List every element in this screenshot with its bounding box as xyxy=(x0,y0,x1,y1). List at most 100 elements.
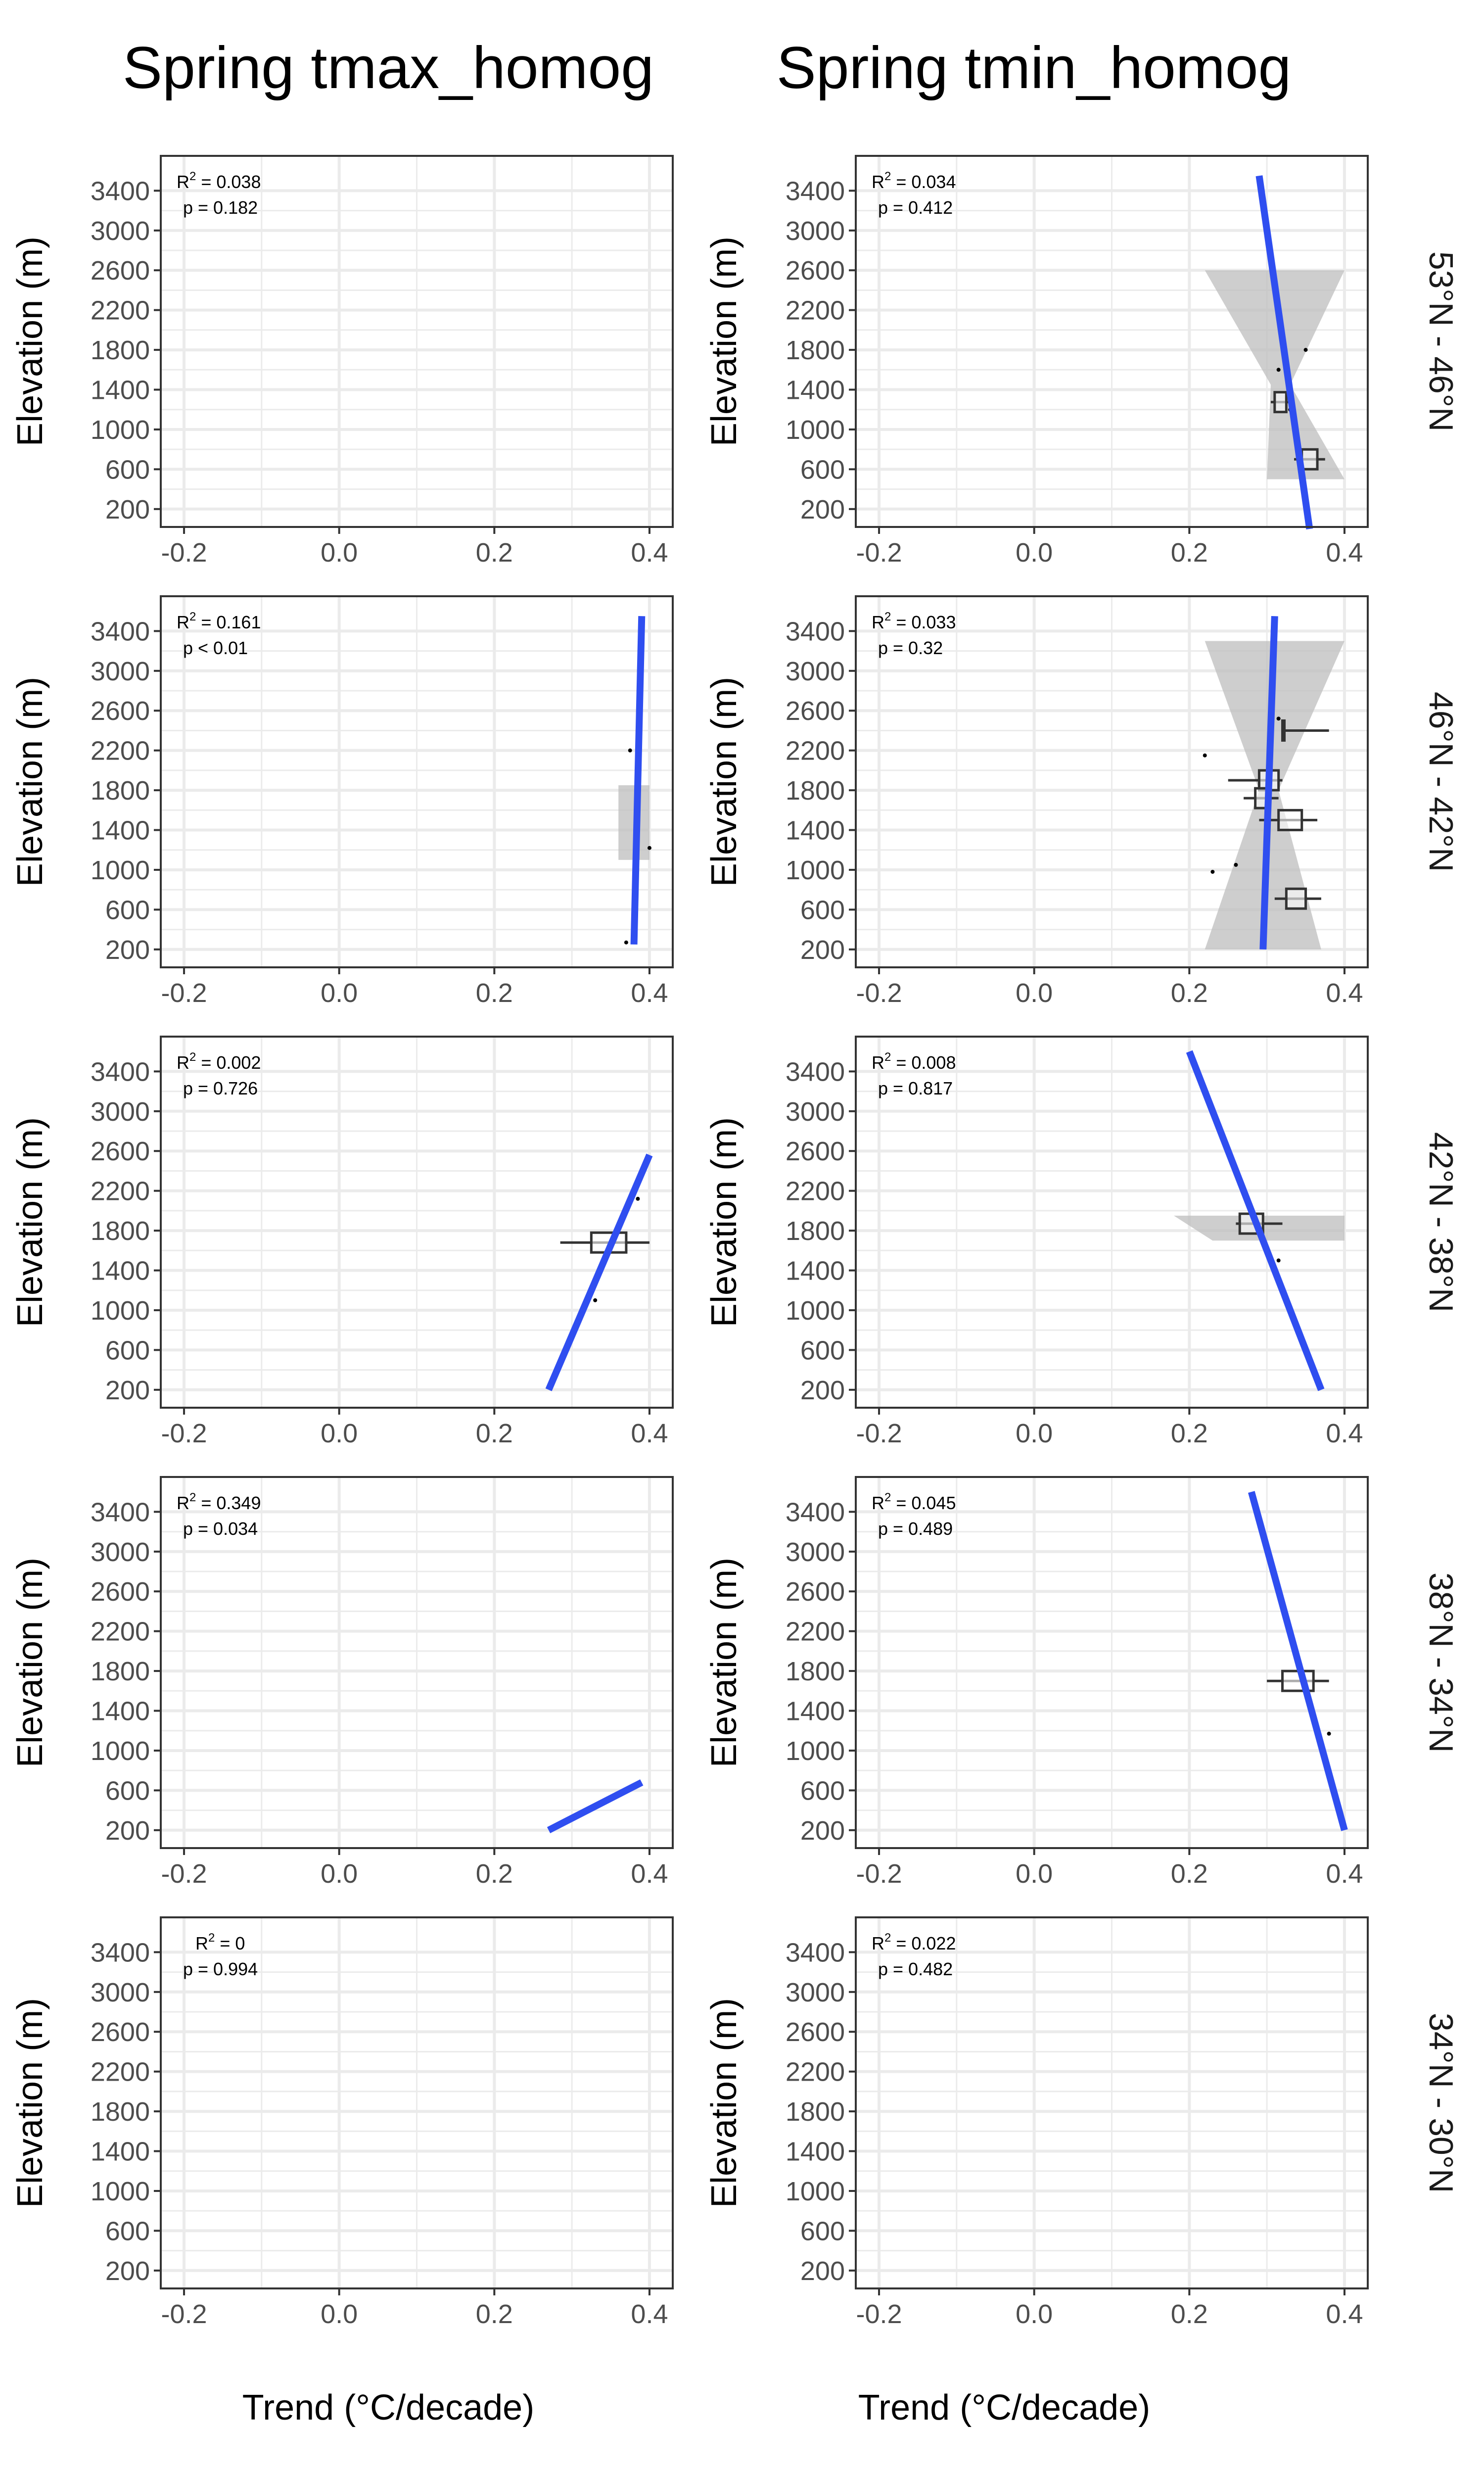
x-tick-label: 0.4 xyxy=(631,1859,668,1889)
r-squared-label: R2 = 0.033 xyxy=(872,610,956,632)
x-tick-label: 0.0 xyxy=(1016,978,1053,1008)
x-tick-label: 0.0 xyxy=(321,538,358,568)
y-tick-label: 200 xyxy=(800,1376,845,1405)
y-tick-label: 1000 xyxy=(786,856,845,885)
r-squared-label: R2 = 0.022 xyxy=(872,1931,956,1953)
y-tick-label: 1400 xyxy=(91,1697,150,1726)
y-tick-label: 2200 xyxy=(786,2057,845,2087)
y-tick-label: 2200 xyxy=(786,1617,845,1647)
x-tick-label: 0.2 xyxy=(476,2299,513,2329)
y-tick-label: 2600 xyxy=(786,2017,845,2047)
x-tick-label: 0.2 xyxy=(476,1859,513,1889)
data-point xyxy=(593,1298,598,1302)
panel-border xyxy=(160,1916,674,2289)
panel-grid: R2 = 0.038 p = 0.182 200 600 1000 1400 1800 220… xyxy=(10,155,1460,2329)
p-value-label: p = 0.182 xyxy=(183,197,258,218)
regression-line xyxy=(1259,616,1278,950)
y-tick-label: 1400 xyxy=(91,1256,150,1286)
x-tick-label: 0.4 xyxy=(631,2299,668,2329)
y-tick-label: 1400 xyxy=(786,816,845,846)
r-squared-label: R2 = 0.034 xyxy=(872,170,956,192)
x-tick-label: 0.2 xyxy=(1171,978,1208,1008)
x-tick-label: 0.0 xyxy=(1016,538,1053,568)
y-axis-label: Elevation (m) xyxy=(704,1558,744,1767)
y-tick-label: 3400 xyxy=(786,1497,845,1527)
y-tick-label: 600 xyxy=(105,1335,150,1365)
panel-3-0: R2 = 0.349 p = 0.034 200 600 1000 1400 1800 220… xyxy=(10,1476,674,1889)
p-value-label: p = 0.994 xyxy=(183,1959,258,1979)
y-tick-label: 600 xyxy=(105,1776,150,1806)
y-tick-label: 1800 xyxy=(91,335,150,365)
y-tick-label: 2200 xyxy=(91,736,150,766)
p-value-label: p = 0.034 xyxy=(183,1519,258,1539)
p-value-label: p < 0.01 xyxy=(183,638,248,658)
y-tick-label: 3400 xyxy=(786,617,845,646)
y-tick-label: 3400 xyxy=(91,176,150,206)
y-tick-label: 3000 xyxy=(91,216,150,246)
panel-border xyxy=(855,595,1369,968)
y-tick-label: 200 xyxy=(105,1816,150,1846)
x-tick-label: -0.2 xyxy=(161,978,207,1008)
column-title-tmin: Spring tmin_homog xyxy=(777,35,1292,101)
y-tick-label: 3000 xyxy=(786,657,845,686)
y-tick-label: 1000 xyxy=(786,1736,845,1766)
y-tick-label: 1800 xyxy=(91,2097,150,2127)
y-tick-label: 2200 xyxy=(91,2057,150,2087)
y-tick-label: 200 xyxy=(105,2256,150,2286)
panel-border xyxy=(855,1916,1369,2289)
y-tick-label: 3400 xyxy=(91,1057,150,1087)
data-point xyxy=(1210,869,1215,874)
y-tick-label: 3000 xyxy=(91,1097,150,1127)
confidence-band xyxy=(1205,270,1345,479)
y-axis-label: Elevation (m) xyxy=(10,1998,50,2208)
panel-2-1: R2 = 0.008 p = 0.817 200 600 1000 1400 1800 220… xyxy=(704,1036,1460,1448)
panel-4-1: R2 = 0.022 p = 0.482 200 600 1000 1400 1800 220… xyxy=(704,1916,1460,2329)
y-tick-label: 1800 xyxy=(786,1216,845,1246)
p-value-label: p = 0.32 xyxy=(878,638,943,658)
y-axis-label: Elevation (m) xyxy=(704,237,744,446)
y-tick-label: 1400 xyxy=(91,376,150,405)
y-tick-label: 3000 xyxy=(786,1978,845,2007)
y-tick-label: 2200 xyxy=(786,736,845,766)
box xyxy=(1300,448,1319,471)
x-tick-label: 0.0 xyxy=(321,1859,358,1889)
latitude-strip-label: 53°N - 46°N xyxy=(1422,251,1460,431)
x-tick-label: 0.0 xyxy=(321,2299,358,2329)
regression-line xyxy=(545,1153,653,1391)
y-tick-label: 1000 xyxy=(91,2177,150,2206)
y-tick-label: 1800 xyxy=(786,776,845,806)
latitude-strip-label: 38°N - 34°N xyxy=(1422,1572,1460,1753)
y-tick-label: 1800 xyxy=(786,2097,845,2127)
x-tick-label: -0.2 xyxy=(856,1419,902,1448)
y-tick-label: 2200 xyxy=(786,296,845,326)
y-tick-label: 3000 xyxy=(91,1978,150,2007)
y-axis-label: Elevation (m) xyxy=(10,1558,50,1767)
y-tick-label: 1400 xyxy=(786,1697,845,1726)
p-value-label: p = 0.817 xyxy=(878,1078,953,1098)
y-axis-label: Elevation (m) xyxy=(10,237,50,446)
regression-line xyxy=(547,1779,644,1834)
regression-line xyxy=(1248,1491,1348,1831)
y-tick-label: 1400 xyxy=(91,816,150,846)
x-tick-label: 0.2 xyxy=(476,538,513,568)
x-tick-label: 0.0 xyxy=(1016,2299,1053,2329)
y-tick-label: 2200 xyxy=(91,1617,150,1647)
y-axis-label: Elevation (m) xyxy=(10,1117,50,1327)
y-tick-label: 2600 xyxy=(786,1577,845,1607)
y-tick-label: 1400 xyxy=(91,2137,150,2167)
y-tick-label: 200 xyxy=(800,935,845,965)
y-tick-label: 1800 xyxy=(786,335,845,365)
panel-border xyxy=(855,1476,1369,1849)
x-tick-label: 0.2 xyxy=(1171,538,1208,568)
y-axis-label: Elevation (m) xyxy=(704,1998,744,2208)
panel-border xyxy=(160,1476,674,1849)
x-tick-label: 0.2 xyxy=(1171,2299,1208,2329)
x-tick-label: 0.0 xyxy=(1016,1859,1053,1889)
y-tick-label: 3400 xyxy=(91,1938,150,1967)
data-point xyxy=(624,940,628,945)
panel-1-1: R2 = 0.033 p = 0.32 200 600 1000 1400 1800 2200… xyxy=(704,595,1460,1008)
panel-border xyxy=(855,155,1369,528)
data-point xyxy=(1276,1258,1281,1263)
regression-line xyxy=(1186,1050,1325,1391)
